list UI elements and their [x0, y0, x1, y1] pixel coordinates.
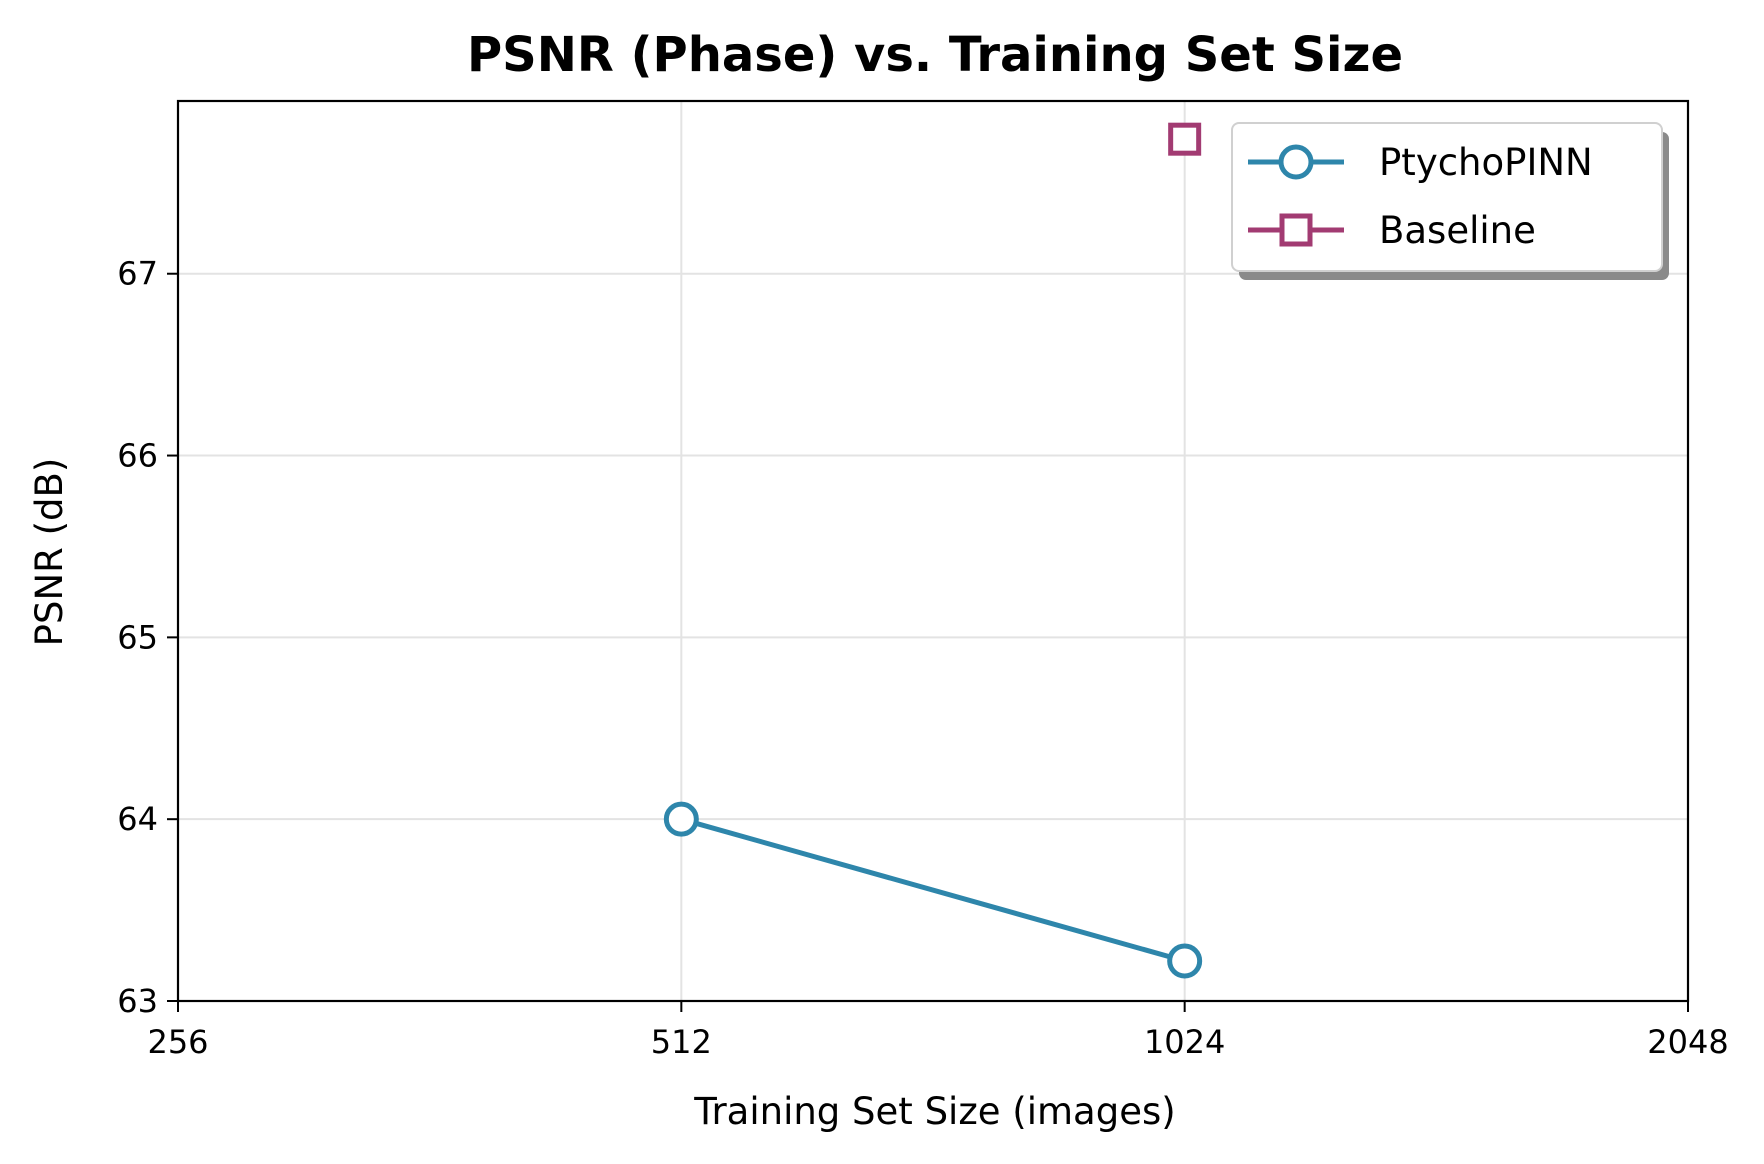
series-baseline	[1168, 122, 1202, 156]
series-layer	[663, 122, 1203, 979]
x-tick-label: 1024	[1144, 1023, 1225, 1061]
series-ptychopinn	[663, 801, 1203, 979]
ptychopinn-point	[1167, 943, 1203, 979]
legend-label: PtychoPINN	[1379, 141, 1593, 184]
y-tick-label: 63	[117, 982, 158, 1020]
plot-frame	[176, 99, 1690, 1003]
x-tick-label: 2048	[1647, 1023, 1728, 1061]
legend-swatch-marker	[1278, 144, 1314, 180]
y-tick-label: 67	[117, 255, 158, 293]
legend-item-ptychopinn: PtychoPINN	[1248, 141, 1593, 184]
y-tick-label: 65	[117, 618, 158, 656]
y-tick-label: 66	[117, 437, 158, 475]
y-tick-label: 64	[117, 800, 158, 838]
ptychopinn-point	[663, 801, 699, 837]
baseline-point	[1168, 122, 1202, 156]
y-axis-label: PSNR (dB)	[28, 458, 71, 647]
chart-title: PSNR (Phase) vs. Training Set Size	[467, 27, 1403, 83]
legend-item-baseline: Baseline	[1248, 209, 1536, 252]
x-tick-label: 512	[651, 1023, 712, 1061]
legend-swatch-marker	[1279, 213, 1313, 247]
x-axis-label: Training Set Size (images)	[693, 1090, 1175, 1133]
legend-label: Baseline	[1379, 209, 1536, 252]
x-tick-label: 256	[147, 1023, 208, 1061]
legend: PtychoPINN Baseline	[1231, 122, 1669, 280]
ticks: 256 512 1024 2048 63 64 65 66 67	[117, 255, 1728, 1061]
ptychopinn-line	[680, 816, 1186, 964]
